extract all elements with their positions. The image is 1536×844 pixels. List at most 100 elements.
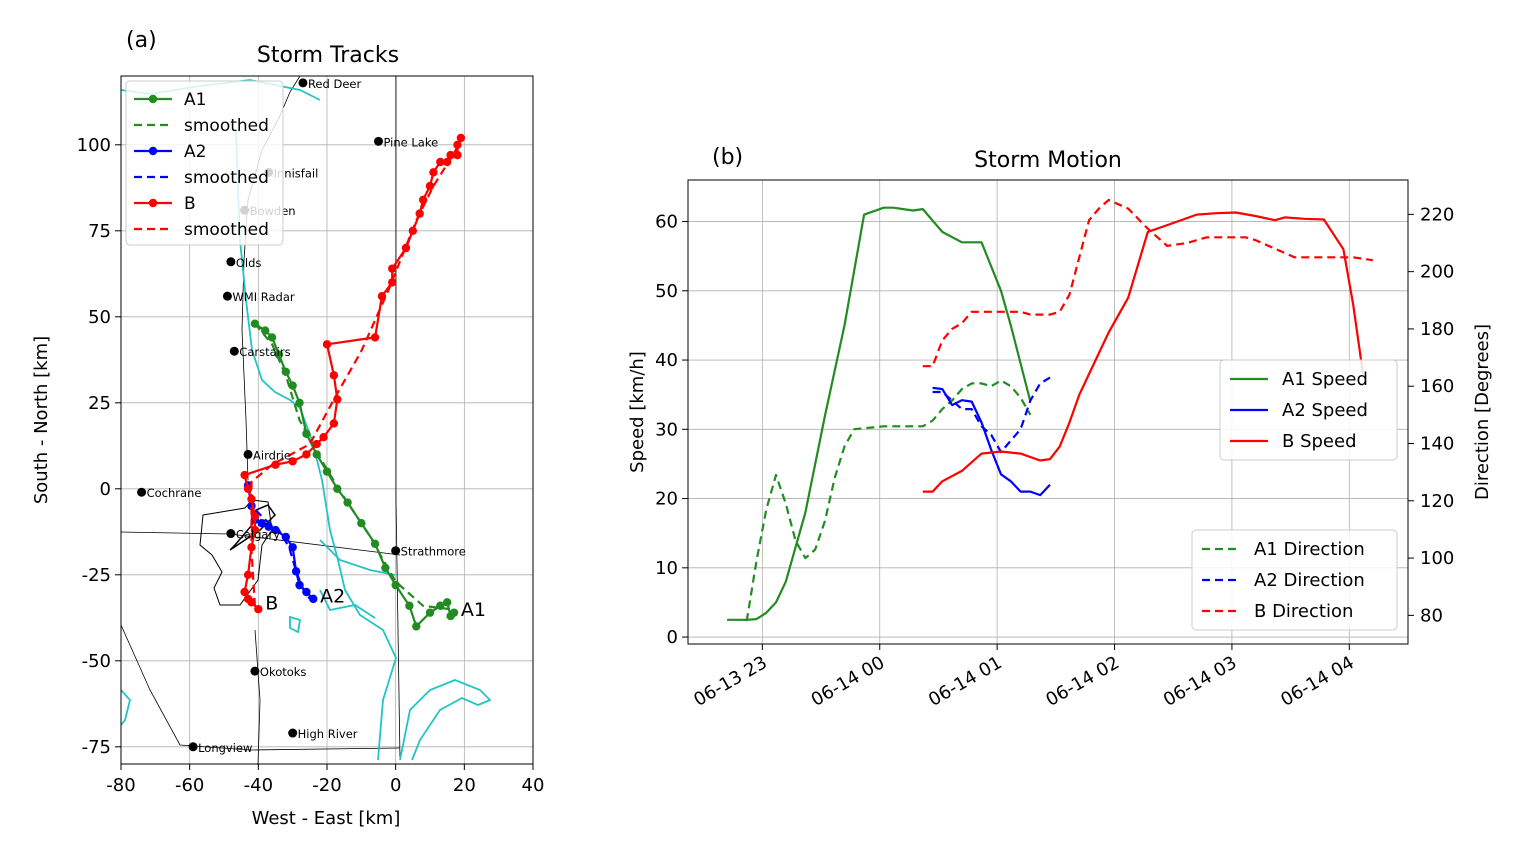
legend-entry-label: smoothed (184, 116, 269, 136)
panel-a-ytick-label: 25 (88, 393, 111, 414)
track-point-b (436, 157, 445, 167)
river-6 (120, 689, 131, 726)
track-point-a1 (449, 608, 459, 617)
panel-a-label: (a) (126, 28, 157, 53)
track-point-b (425, 181, 435, 191)
track-point-b (453, 150, 462, 160)
series-line-b-speed (922, 211, 1365, 493)
track-point-a1 (405, 601, 414, 610)
city-label: Pine Lake (384, 135, 439, 149)
track-point-b (302, 450, 311, 459)
city-marker (243, 449, 253, 459)
river-3 (399, 679, 492, 761)
track-point-b (254, 605, 263, 614)
track-point-a2 (309, 594, 318, 604)
legend-entry-label: B Speed (1282, 431, 1357, 452)
panel-a-storm-tracks: (a) Storm Tracks Red Deer Pine Lake Innisf… (31, 28, 544, 829)
panel-a-ytick-label: 75 (88, 221, 111, 242)
track-point-b (388, 264, 397, 273)
city-marker (137, 487, 147, 497)
track-point-b (329, 371, 339, 380)
legend-entry-label: A2 (184, 142, 206, 162)
city-marker (250, 666, 260, 676)
city-label: Longview (198, 741, 252, 755)
panel-b-ytick-label: 20 (655, 489, 678, 510)
track-point-a2 (257, 519, 266, 528)
panel-b-xtick-label: 06-14 00 (808, 652, 889, 711)
city-marker (222, 291, 232, 301)
track-point-a2 (291, 567, 301, 576)
legend-swatch-marker (148, 146, 158, 156)
series-line-a1-direction (745, 379, 1032, 622)
track-point-b (312, 439, 321, 449)
track-point-b (329, 419, 339, 428)
legend-entry-label: A2 Speed (1282, 400, 1368, 421)
panel-b-xtick-label: 06-14 03 (1160, 652, 1241, 711)
legend-swatch-marker (148, 198, 158, 208)
track-point-a1 (288, 381, 297, 390)
panel-b-ytick-label: 50 (655, 281, 678, 302)
track-point-a1 (442, 598, 452, 607)
panel-b-ytick-label: 0 (667, 627, 678, 648)
city-marker (226, 257, 236, 267)
panel-b-title: Storm Motion (974, 148, 1122, 173)
legend-entry-label: A1 Direction (1254, 539, 1365, 560)
panel-b-frame (687, 179, 1409, 645)
track-point-b (429, 168, 438, 177)
panel-b-label: (b) (712, 145, 743, 170)
panel-b-y2tick-label: 80 (1420, 605, 1443, 626)
city-marker (229, 346, 239, 356)
panel-b-storm-motion: (b) Storm Motion 06-13 23 06-14 00 06-14 0… (627, 145, 1493, 711)
river-5 (319, 589, 376, 619)
track-point-a1 (267, 333, 277, 342)
boundary-line-4 (120, 624, 401, 751)
track-point-b (453, 140, 462, 149)
city-marker (298, 78, 308, 88)
track-point-b (250, 525, 260, 535)
panel-a-xtick-label: -20 (312, 775, 341, 796)
panel-b-ytick-label: 10 (655, 558, 678, 579)
panel-b-legends: A1 Speed A2 Speed B Speed A1 Direction A2 Di… (1191, 359, 1398, 631)
city-marker (288, 728, 298, 738)
track-point-b (243, 594, 253, 604)
track-point-a1 (391, 580, 400, 590)
track-point-b (243, 570, 253, 579)
track-point-b (250, 512, 260, 521)
track-point-b (240, 587, 249, 597)
track-point-b (456, 133, 466, 143)
panel-b-y2tick-label: 140 (1420, 434, 1454, 455)
panel-a-xtick-label: -40 (244, 775, 273, 796)
track-point-b (370, 333, 380, 342)
panel-b-legend-box (1219, 359, 1398, 461)
panel-b-xtick-label: 06-14 04 (1277, 652, 1358, 711)
city-label: Airdrie (253, 448, 291, 462)
track-line-a2-smoothed (246, 485, 311, 600)
panel-b-series (727, 198, 1373, 622)
panel-b-legend-box (1191, 529, 1398, 631)
panel-b-y2tick-label: 120 (1420, 491, 1454, 512)
track-line-a2 (246, 485, 315, 600)
legend-entry-label: B (184, 194, 196, 214)
legend-entry-label: A1 Speed (1282, 369, 1368, 390)
series-line-a2-speed (932, 386, 1051, 497)
city-marker (226, 529, 236, 539)
track-point-a1 (412, 622, 421, 631)
city-marker (374, 136, 383, 146)
series-line-b-direction (922, 198, 1373, 368)
panel-b-ytick-label: 30 (655, 419, 678, 440)
track-point-b (240, 470, 249, 480)
panel-b-xtick-label: 06-13 23 (690, 652, 771, 711)
track-point-b (319, 433, 328, 442)
panel-b-y2tick-label: 100 (1420, 548, 1454, 569)
track-point-b (288, 457, 297, 466)
legend-entry-label: smoothed (184, 168, 269, 188)
boundary-line-2 (395, 76, 401, 761)
city-label: Carstairs (239, 345, 290, 359)
panel-b-y2tick-label: 180 (1420, 319, 1454, 340)
panel-a-ytick-label: 100 (77, 135, 111, 156)
panel-a-ticks: -80 -60 -40 -20 0 20 40 -75 -50 -25 0 25 50 75 100 (77, 135, 545, 796)
panel-a-xlabel: West - East [km] (252, 808, 401, 829)
track-line-a1-smoothed (254, 322, 451, 611)
panel-a-xtick-label: 40 (522, 775, 545, 796)
